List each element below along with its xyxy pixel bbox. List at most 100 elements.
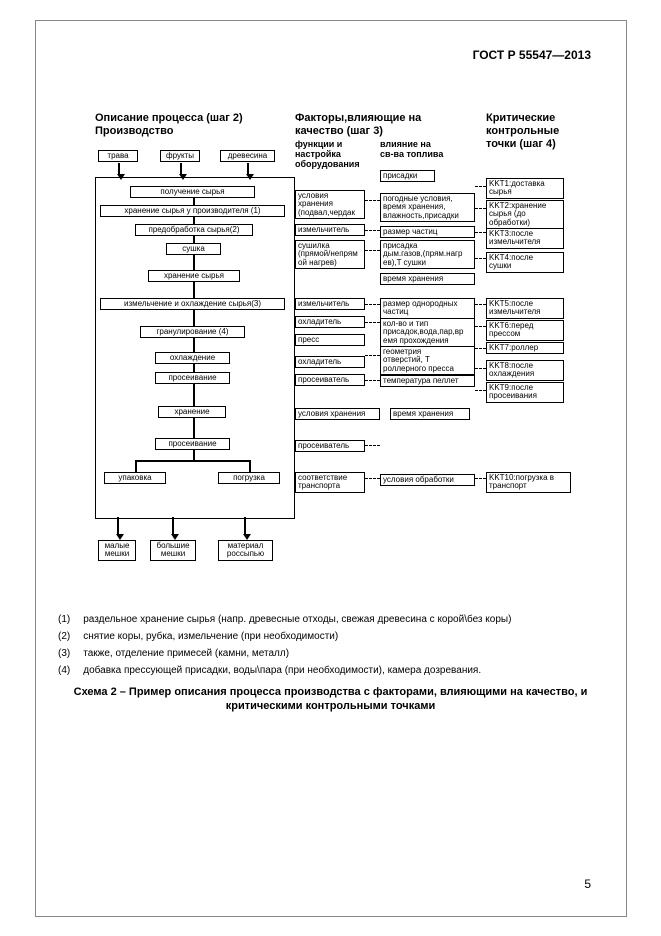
proc-p4: сушка bbox=[166, 243, 221, 255]
proc-p2: хранение сырья у производителя (1) bbox=[100, 205, 285, 217]
proc-p6: измельчение и охлаждение сырья(3) bbox=[100, 298, 285, 310]
line bbox=[193, 364, 195, 372]
dash bbox=[475, 304, 486, 305]
out-o1: малые мешки bbox=[98, 540, 136, 561]
dash bbox=[475, 326, 486, 327]
dash bbox=[365, 380, 380, 381]
c3-r1b: KKT2:хранение сырья (до обработки) bbox=[486, 200, 564, 229]
line bbox=[193, 282, 195, 298]
dash bbox=[475, 390, 486, 391]
dash bbox=[475, 186, 486, 187]
document-header: ГОСТ Р 55547—2013 bbox=[473, 48, 591, 62]
proc-p3: предобработка сырья(2) bbox=[135, 224, 253, 236]
dash bbox=[475, 258, 486, 259]
c3-r7: KKT8:после охлаждения bbox=[486, 360, 564, 381]
proc-p13: погрузка bbox=[218, 472, 280, 484]
arrow bbox=[118, 163, 120, 175]
dash bbox=[365, 478, 380, 479]
c2b-r3: присадка дым.газов,(прям.нагр ев),T сушк… bbox=[380, 240, 475, 269]
proc-p12: упаковка bbox=[104, 472, 166, 484]
footnotes: (1)раздельное хранение сырья (напр. древ… bbox=[55, 610, 523, 680]
c2b-r4: размер однородных частиц bbox=[380, 298, 475, 319]
line bbox=[135, 460, 137, 472]
dash bbox=[475, 478, 486, 479]
proc-p8: охлаждение bbox=[155, 352, 230, 364]
arrow bbox=[172, 517, 174, 535]
c2a-r10: просеиватель bbox=[295, 440, 365, 452]
c2a-r2: измельчитель bbox=[295, 224, 365, 236]
c3-r3: KKT4:после сушки bbox=[486, 252, 564, 273]
c3-r6: KKT7:роллер bbox=[486, 342, 564, 354]
proc-p1: получение сырья bbox=[130, 186, 255, 198]
dash bbox=[475, 208, 486, 209]
c2a-r6: пресс bbox=[295, 334, 365, 346]
dash bbox=[365, 250, 380, 251]
c3-r8: KKT9:после просеивания bbox=[486, 382, 564, 403]
c3-r2: KKT3:после измельчителя bbox=[486, 228, 564, 249]
dash bbox=[365, 304, 380, 305]
dash bbox=[365, 322, 380, 323]
line bbox=[193, 418, 195, 438]
proc-p10: хранение bbox=[158, 406, 226, 418]
line bbox=[193, 198, 195, 205]
line bbox=[193, 450, 195, 460]
proc-p5: хранение сырья bbox=[148, 270, 240, 282]
footnote-1: раздельное хранение сырья (напр. древесн… bbox=[82, 612, 521, 627]
out-o2: большие мешки bbox=[150, 540, 196, 561]
dash bbox=[365, 200, 380, 201]
line bbox=[193, 310, 195, 326]
proc-p7: гранулирование (4) bbox=[140, 326, 245, 338]
c2b-r5: кол-во и тип присадок,вода,пар,вр емя пр… bbox=[380, 318, 475, 347]
input-wood: древесина bbox=[220, 150, 275, 162]
dash bbox=[475, 348, 486, 349]
line bbox=[135, 460, 251, 462]
c2b-r0: присадки bbox=[380, 170, 435, 182]
dash bbox=[365, 445, 380, 446]
c2a-r9: условия хранения bbox=[295, 408, 380, 420]
line bbox=[193, 236, 195, 243]
arrow bbox=[180, 163, 182, 175]
line bbox=[193, 255, 195, 270]
out-o3: материал россыпью bbox=[218, 540, 273, 561]
c3-r11: KKT10:погрузка в транспорт bbox=[486, 472, 571, 493]
dash bbox=[365, 230, 380, 231]
arrow bbox=[117, 517, 119, 535]
c2b-r2: размер частиц bbox=[380, 226, 475, 238]
proc-p11: просеивание bbox=[155, 438, 230, 450]
arrow bbox=[244, 517, 246, 535]
col3-title: Критические контрольные точки (шаг 4) bbox=[486, 112, 559, 152]
col2-title: Факторы,влияющие на качество (шаг 3) bbox=[295, 112, 421, 138]
c3-r4: KKT5:после измельчителя bbox=[486, 298, 564, 319]
col1-title: Описание процесса (шаг 2) Производство bbox=[95, 112, 243, 138]
footnote-2: снятие коры, рубка, измельчение (при нео… bbox=[82, 629, 521, 644]
line bbox=[193, 217, 195, 224]
c3-r1: KKT1:доставка сырья bbox=[486, 178, 564, 199]
figure-caption: Схема 2 – Пример описания процесса произ… bbox=[60, 685, 601, 714]
line bbox=[249, 460, 251, 472]
c2b-r6: геометрия отверстий, T роллерного пресса bbox=[380, 346, 475, 375]
c2b-r1: погодные условия, время хранения, влажно… bbox=[380, 193, 475, 222]
dash bbox=[475, 232, 486, 233]
c2a-r5: охладитель bbox=[295, 316, 365, 328]
col2-sub2: влияние на св-ва топлива bbox=[380, 140, 443, 160]
c2a-r3: сушилка (прямой/непрям ой нагрев) bbox=[295, 240, 365, 269]
input-grass: трава bbox=[98, 150, 138, 162]
c2b-r3b: время хранения bbox=[380, 273, 475, 285]
footnote-4: добавка прессующей присадки, воды\пара (… bbox=[82, 663, 521, 678]
proc-p9: просеивание bbox=[155, 372, 230, 384]
col2-sub1: функции и настройка оборудования bbox=[295, 140, 360, 170]
line bbox=[193, 338, 195, 352]
c2a-r8: просеиватель bbox=[295, 374, 365, 386]
c3-r5: KKT6:перед прессом bbox=[486, 320, 564, 341]
dash bbox=[365, 355, 380, 356]
c2a-r4: измельчитель bbox=[295, 298, 365, 310]
arrow bbox=[247, 163, 249, 175]
c2a-r11: соответствие транспорта bbox=[295, 472, 365, 493]
footnote-3: также, отделение примесей (камни, металл… bbox=[82, 646, 521, 661]
c2b-r7: температура пеллет bbox=[380, 375, 475, 387]
dash bbox=[475, 368, 486, 369]
c2a-r7: охладитель bbox=[295, 356, 365, 368]
page-number: 5 bbox=[584, 877, 591, 891]
c2b-r11: условия обработки bbox=[380, 474, 475, 486]
line bbox=[193, 384, 195, 406]
